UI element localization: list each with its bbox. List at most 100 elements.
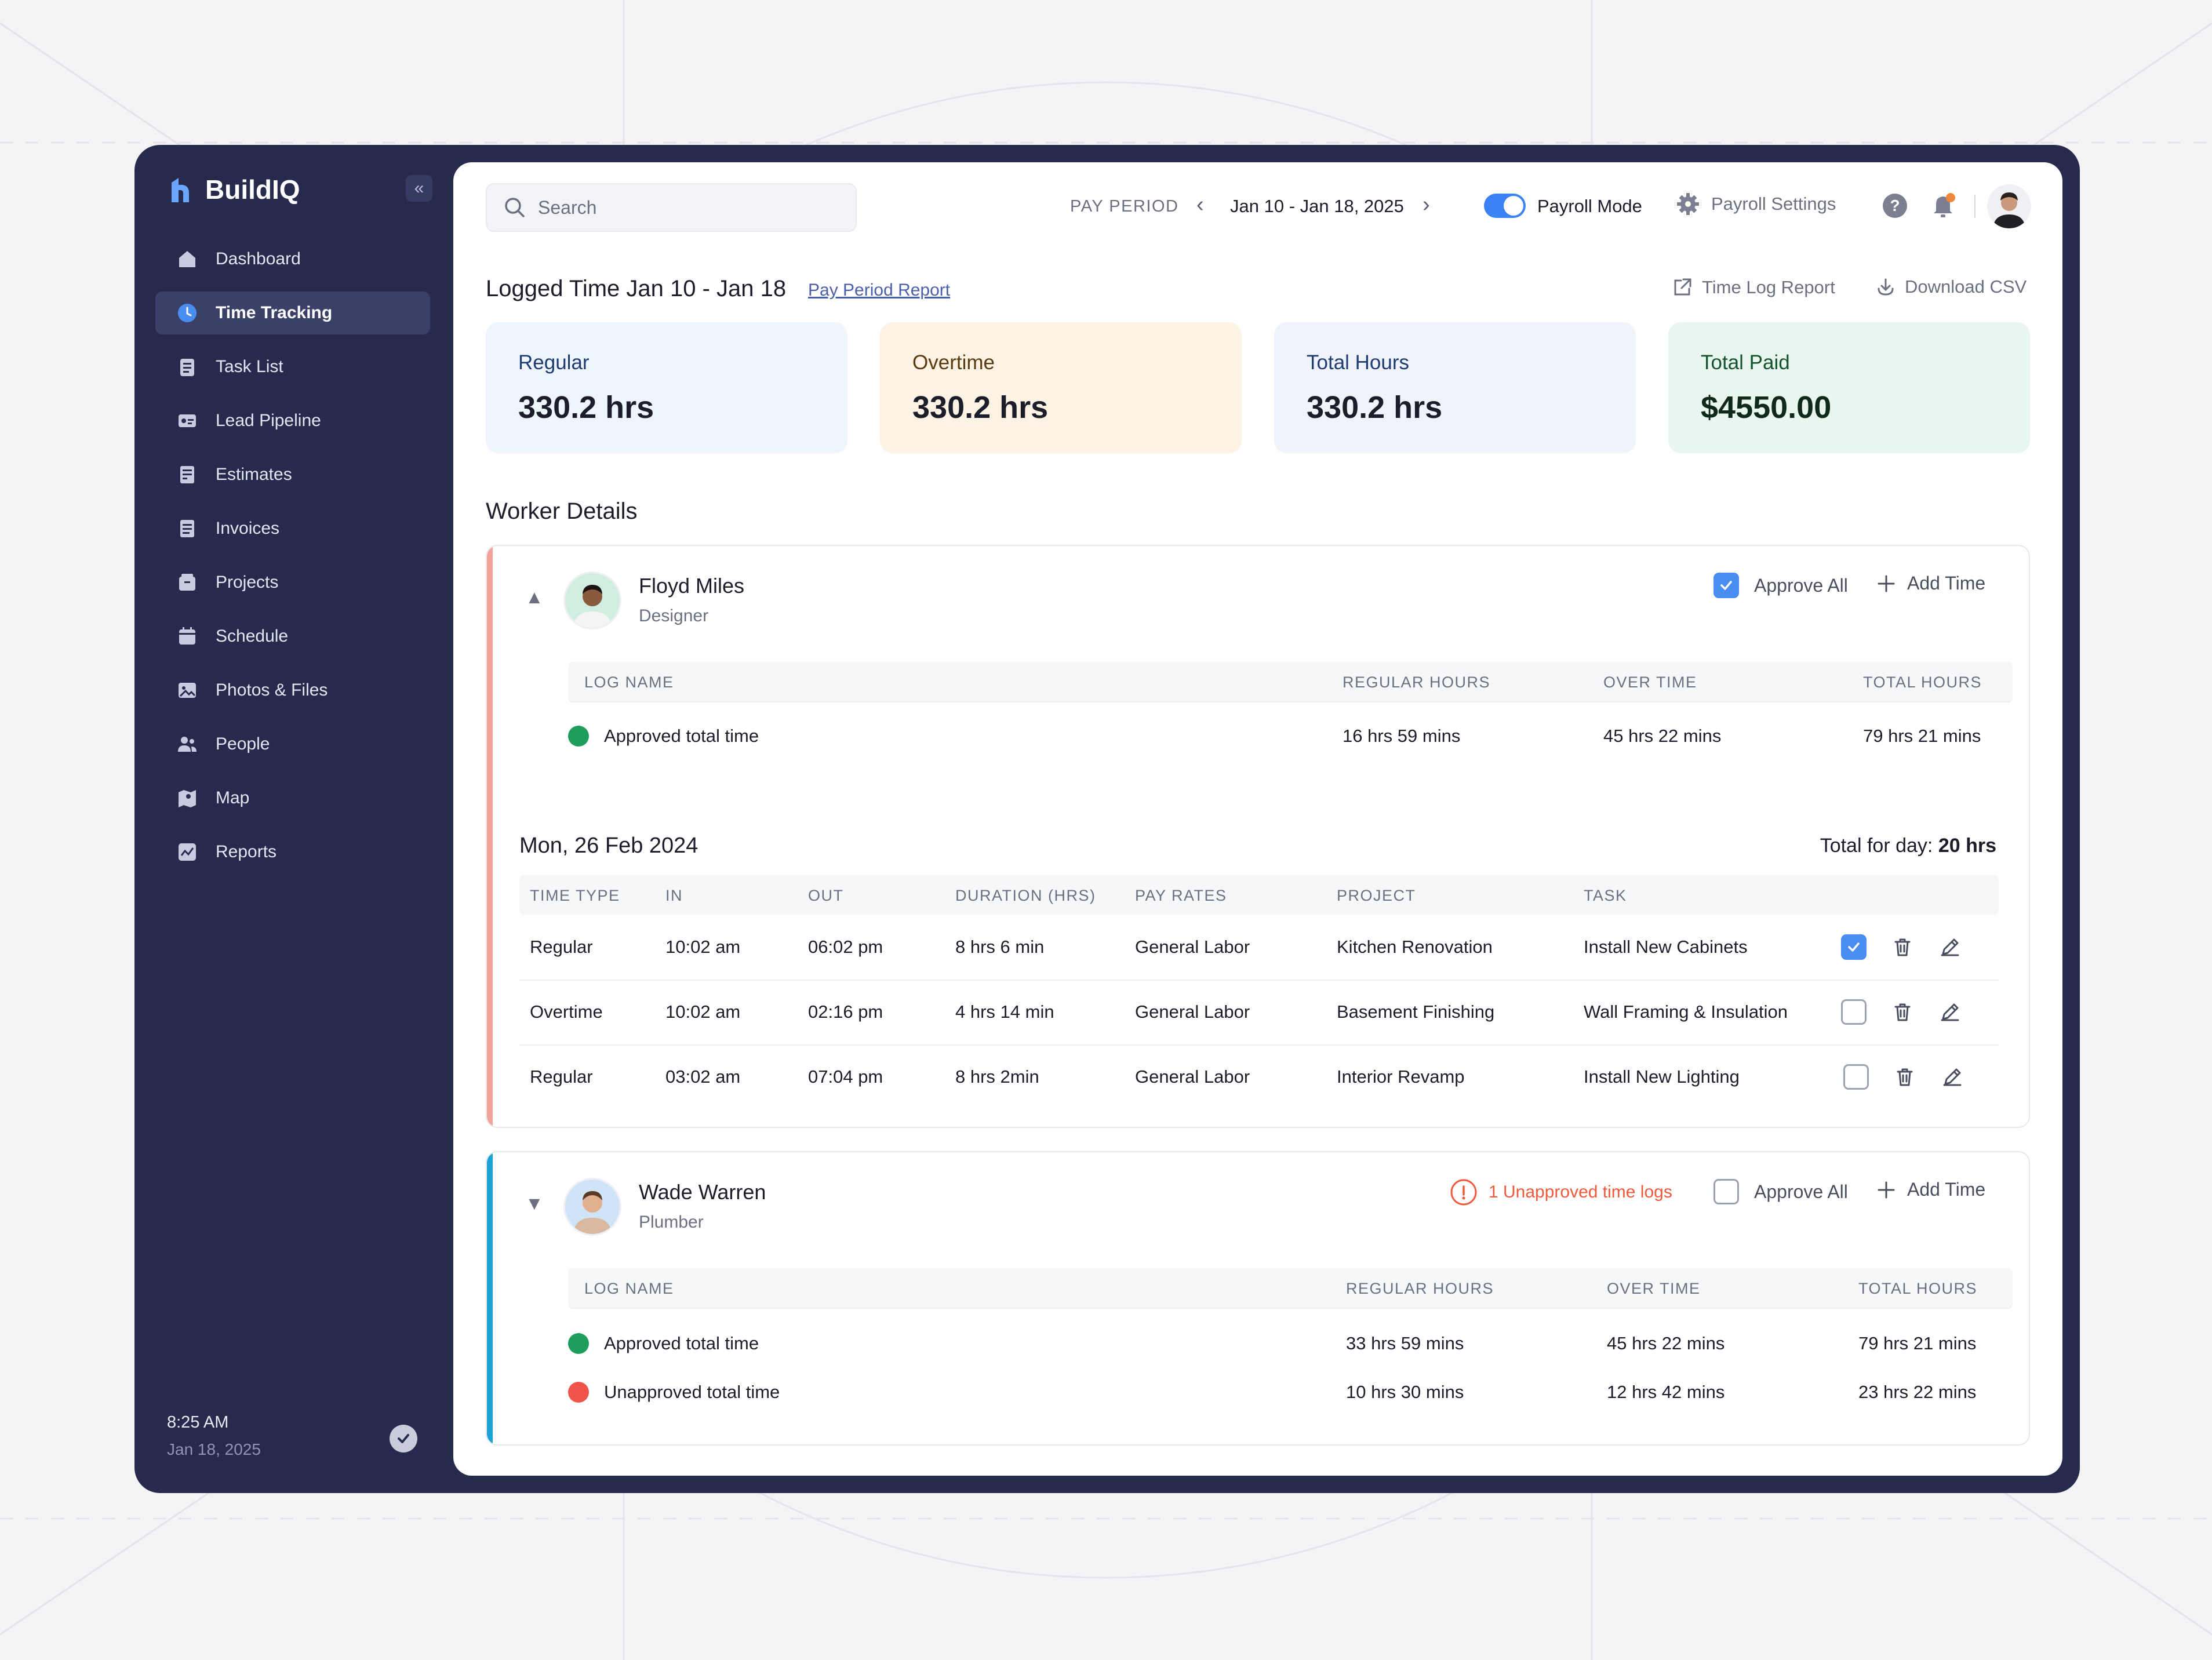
chevron-right-icon[interactable]: › bbox=[1422, 192, 1430, 217]
approve-all-checkbox[interactable] bbox=[1713, 573, 1739, 598]
delete-button[interactable] bbox=[1889, 933, 1916, 961]
app-window: BuildIQ « Dashboard Time Tracking bbox=[134, 145, 2080, 1493]
pay-period-range[interactable]: Jan 10 - Jan 18, 2025 bbox=[1230, 196, 1404, 216]
sidebar-item-projects[interactable]: Projects bbox=[155, 561, 430, 604]
column-header: TASK bbox=[1584, 887, 1627, 904]
sidebar-item-label: Dashboard bbox=[216, 249, 301, 268]
approve-all-control[interactable]: Approve All bbox=[1713, 1179, 1848, 1204]
check-icon bbox=[398, 1434, 409, 1443]
collapse-sidebar-button[interactable]: « bbox=[406, 175, 432, 202]
sidebar-item-map[interactable]: Map bbox=[155, 777, 430, 820]
table-row: Regular 03:02 am 07:04 pm 8 hrs 2min Gen… bbox=[519, 1044, 1999, 1109]
worker-accent-bar bbox=[487, 1152, 493, 1444]
sidebar-item-label: Photos & Files bbox=[216, 680, 328, 700]
sidebar-item-reports[interactable]: Reports bbox=[155, 831, 430, 873]
chevron-left-icon[interactable]: ‹ bbox=[1196, 192, 1204, 217]
payroll-settings-button[interactable]: Payroll Settings bbox=[1675, 191, 1836, 217]
time-type: Overtime bbox=[530, 1002, 603, 1022]
column-header: PROJECT bbox=[1337, 887, 1416, 904]
time-out: 02:16 pm bbox=[808, 1002, 883, 1022]
row-approve-checkbox[interactable] bbox=[1840, 933, 1868, 961]
reports-icon bbox=[175, 840, 199, 864]
sidebar-item-invoices[interactable]: Invoices bbox=[155, 507, 430, 550]
overtime-hours: 45 hrs 22 mins bbox=[1607, 1333, 1725, 1353]
payroll-mode-label: Payroll Mode bbox=[1537, 196, 1642, 216]
pay-period-report-link[interactable]: Pay Period Report bbox=[808, 281, 951, 300]
edit-button[interactable] bbox=[1938, 1063, 1966, 1091]
clipboard-icon bbox=[175, 355, 199, 379]
search-input[interactable] bbox=[537, 196, 841, 219]
download-csv-button[interactable]: Download CSV bbox=[1875, 276, 2027, 298]
worker-avatar bbox=[563, 571, 621, 629]
day-total-value: 20 hrs bbox=[1938, 835, 1996, 857]
unapproved-badge[interactable]: 1 Unapproved time logs bbox=[1449, 1178, 1672, 1207]
row-approve-checkbox[interactable] bbox=[1840, 998, 1868, 1026]
sidebar-clock: 8:25 AM Jan 18, 2025 bbox=[167, 1413, 261, 1459]
sidebar-item-dashboard[interactable]: Dashboard bbox=[155, 238, 430, 281]
bell-icon bbox=[1934, 193, 1955, 217]
help-icon[interactable]: ? bbox=[1883, 194, 1907, 218]
stat-value: 330.2 hrs bbox=[912, 390, 1049, 425]
user-avatar-image bbox=[1987, 184, 2031, 228]
time-out: 06:02 pm bbox=[808, 937, 883, 957]
delete-button[interactable] bbox=[1889, 998, 1916, 1026]
approve-all-checkbox[interactable] bbox=[1713, 1179, 1739, 1204]
toggle-knob bbox=[1504, 196, 1523, 216]
app-name: BuildIQ bbox=[205, 174, 300, 205]
worker-avatar-image bbox=[565, 573, 620, 628]
column-header: PAY RATES bbox=[1135, 887, 1227, 904]
table-row: Approved total time 16 hrs 59 mins 45 hr… bbox=[568, 719, 2013, 753]
search-box[interactable] bbox=[486, 183, 857, 232]
table-row: Regular 10:02 am 06:02 pm 8 hrs 6 min Ge… bbox=[519, 915, 1999, 981]
clock-time: 8:25 AM bbox=[167, 1413, 229, 1432]
stat-label: Total Hours bbox=[1307, 351, 1410, 374]
payroll-mode-toggle[interactable] bbox=[1484, 194, 1526, 218]
sidebar-item-task-list[interactable]: Task List bbox=[155, 345, 430, 388]
duration: 4 hrs 14 min bbox=[955, 1002, 1054, 1022]
add-time-label: Add Time bbox=[1907, 573, 1986, 594]
time-log-report-button[interactable]: Time Log Report bbox=[1671, 276, 1835, 299]
expand-worker-button[interactable]: ▼ bbox=[525, 1193, 544, 1214]
unapproved-label: 1 Unapproved time logs bbox=[1489, 1182, 1672, 1202]
total-hours: 79 hrs 21 mins bbox=[1863, 726, 1981, 746]
time-in: 03:02 am bbox=[665, 1066, 741, 1087]
sidebar-item-lead-pipeline[interactable]: Lead Pipeline bbox=[155, 399, 430, 442]
column-header: TOTAL HOURS bbox=[1858, 1280, 1978, 1297]
sidebar-item-people[interactable]: People bbox=[155, 723, 430, 766]
stat-label: Regular bbox=[518, 351, 590, 374]
column-header: TOTAL HOURS bbox=[1863, 674, 1982, 691]
row-approve-checkbox[interactable] bbox=[1842, 1063, 1870, 1091]
approve-all-control[interactable]: Approve All bbox=[1713, 573, 1848, 598]
summary-table-header: LOG NAME REGULAR HOURS OVER TIME TOTAL H… bbox=[568, 1268, 2013, 1309]
collapse-worker-button[interactable]: ▲ bbox=[525, 587, 544, 607]
stat-value: $4550.00 bbox=[1701, 390, 1832, 425]
delete-button[interactable] bbox=[1891, 1063, 1919, 1091]
time-in: 10:02 am bbox=[665, 937, 741, 957]
pencil-icon bbox=[1941, 938, 1959, 956]
sidebar: BuildIQ « Dashboard Time Tracking bbox=[134, 145, 453, 1493]
pay-rate: General Labor bbox=[1135, 1002, 1250, 1022]
people-icon bbox=[175, 732, 199, 756]
time-type: Regular bbox=[530, 1066, 593, 1087]
header-divider bbox=[1974, 195, 1975, 218]
sidebar-item-schedule[interactable]: Schedule bbox=[155, 615, 430, 658]
sync-status-button[interactable] bbox=[390, 1425, 417, 1452]
user-avatar[interactable] bbox=[1987, 184, 2031, 228]
column-header: OVER TIME bbox=[1607, 1280, 1701, 1297]
logged-time-title: Logged Time Jan 10 - Jan 18 bbox=[486, 276, 787, 301]
task: Install New Cabinets bbox=[1584, 937, 1748, 957]
add-time-button[interactable]: Add Time bbox=[1876, 573, 1985, 594]
sidebar-item-time-tracking[interactable]: Time Tracking bbox=[155, 292, 430, 334]
edit-button[interactable] bbox=[1936, 933, 1964, 961]
sidebar-item-photos-files[interactable]: Photos & Files bbox=[155, 669, 430, 712]
overtime-hours: 45 hrs 22 mins bbox=[1603, 726, 1722, 746]
sidebar-item-estimates[interactable]: Estimates bbox=[155, 453, 430, 496]
sidebar-item-label: Schedule bbox=[216, 627, 289, 646]
logo[interactable]: BuildIQ bbox=[169, 174, 300, 205]
column-header: OUT bbox=[808, 887, 844, 904]
worker-details-title: Worker Details bbox=[486, 498, 638, 524]
notifications-button[interactable] bbox=[1930, 191, 1958, 223]
stat-card-total-hours: Total Hours 330.2 hrs bbox=[1274, 322, 1636, 453]
add-time-button[interactable]: Add Time bbox=[1876, 1179, 1985, 1200]
edit-button[interactable] bbox=[1936, 998, 1964, 1026]
